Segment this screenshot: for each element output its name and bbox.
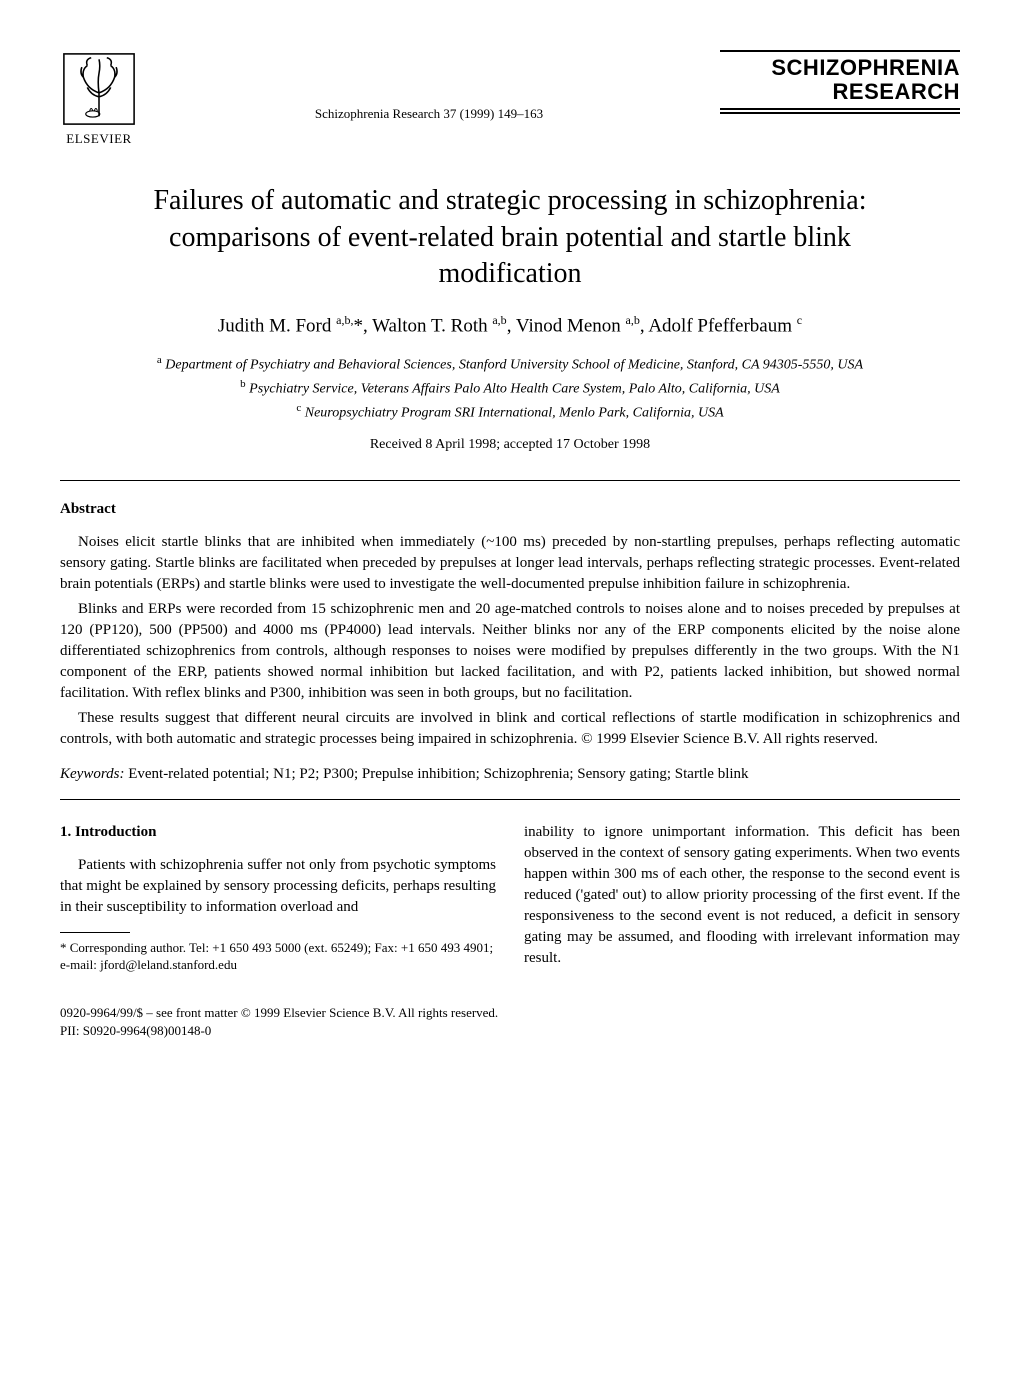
keywords-line: Keywords: Event-related potential; N1; P… <box>60 764 960 785</box>
abstract-top-rule <box>60 480 960 481</box>
publisher-logo: ELSEVIER <box>60 50 138 148</box>
author-1: Judith M. Ford <box>218 316 336 337</box>
journal-branding: SCHIZOPHRENIA RESEARCH <box>720 50 960 114</box>
authors-line: Judith M. Ford a,b,*, Walton T. Roth a,b… <box>60 312 960 340</box>
copyright-line: 0920-9964/99/$ – see front matter © 1999… <box>60 1004 960 1022</box>
keywords-bottom-rule <box>60 799 960 800</box>
author-2-affil: a,b <box>492 313 506 327</box>
keywords-label: Keywords: <box>60 766 124 782</box>
affiliation-b: b Psychiatry Service, Veterans Affairs P… <box>120 376 900 400</box>
affiliation-a: a Department of Psychiatry and Behaviora… <box>120 352 900 376</box>
author-4-affil: c <box>797 313 802 327</box>
body-columns: 1. Introduction Patients with schizophre… <box>60 822 960 974</box>
elsevier-tree-icon <box>60 50 138 128</box>
author-3: Vinod Menon <box>516 316 626 337</box>
journal-rule-bottom <box>720 108 960 114</box>
affiliations: a Department of Psychiatry and Behaviora… <box>120 352 900 423</box>
author-4: Adolf Pfefferbaum <box>648 316 796 337</box>
publisher-name: ELSEVIER <box>66 130 131 148</box>
abstract-p2: Blinks and ERPs were recorded from 15 sc… <box>60 599 960 704</box>
column-left: 1. Introduction Patients with schizophre… <box>60 822 496 974</box>
intro-p1-left: Patients with schizophrenia suffer not o… <box>60 855 496 918</box>
intro-heading: 1. Introduction <box>60 822 496 843</box>
journal-brand-line1: SCHIZOPHRENIA <box>720 56 960 80</box>
pii-line: PII: S0920-9964(98)00148-0 <box>60 1022 960 1040</box>
received-line: Received 8 April 1998; accepted 17 Octob… <box>60 435 960 455</box>
intro-p1-right: inability to ignore unimportant informat… <box>524 822 960 969</box>
journal-brand-line2: RESEARCH <box>720 80 960 104</box>
column-right: inability to ignore unimportant informat… <box>524 822 960 974</box>
keywords-text: Event-related potential; N1; P2; P300; P… <box>124 766 748 782</box>
corresponding-author-footnote: * Corresponding author. Tel: +1 650 493 … <box>60 939 496 974</box>
author-2: Walton T. Roth <box>372 316 492 337</box>
author-1-affil: a,b, <box>336 313 353 327</box>
affiliation-c: c Neuropsychiatry Program SRI Internatio… <box>120 400 900 424</box>
journal-citation: Schizophrenia Research 37 (1999) 149–163 <box>138 105 720 123</box>
page-header: ELSEVIER Schizophrenia Research 37 (1999… <box>60 50 960 148</box>
author-3-affil: a,b <box>626 313 640 327</box>
abstract-heading: Abstract <box>60 499 960 520</box>
abstract-p3: These results suggest that different neu… <box>60 708 960 750</box>
author-1-corr: *, <box>353 316 372 337</box>
journal-rule-top <box>720 50 960 52</box>
article-title: Failures of automatic and strategic proc… <box>120 183 900 292</box>
page-footer: 0920-9964/99/$ – see front matter © 1999… <box>60 1004 960 1040</box>
footnote-rule <box>60 932 130 933</box>
abstract-p1: Noises elicit startle blinks that are in… <box>60 532 960 595</box>
